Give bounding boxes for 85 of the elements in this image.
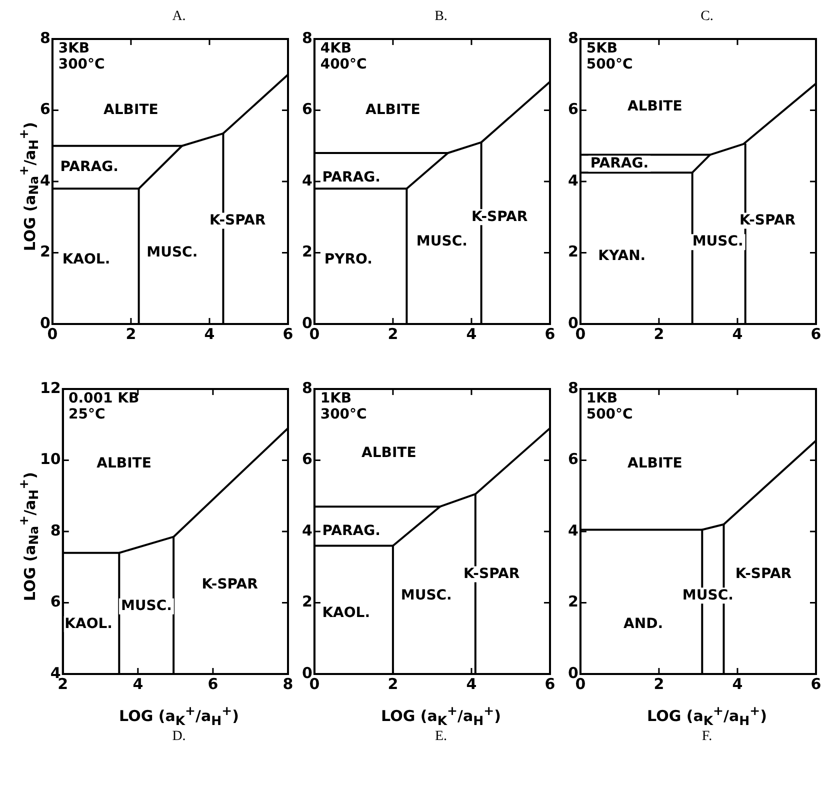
y-tick-label: 2: [40, 242, 50, 261]
y-tick-label: 6: [302, 100, 312, 118]
annotation: PARAG.: [590, 155, 649, 172]
text: D.: [172, 729, 186, 744]
y-tick-label: 10: [40, 450, 61, 468]
annotation: 3KB 300°C: [58, 40, 105, 72]
x-tick-label: 6: [208, 674, 218, 693]
annotation: KAOL.: [64, 616, 113, 632]
y-tick-label: 4: [302, 521, 312, 540]
annotation: K-SPAR: [472, 208, 528, 225]
annotation: K-SPAR: [735, 566, 792, 582]
annotation: 4KB 400°C: [320, 40, 367, 72]
x-tick-label: 4: [732, 674, 743, 693]
y-tick-label: 2: [568, 242, 578, 261]
x-tick-label: 6: [282, 324, 294, 343]
y-tick-label: 4: [568, 521, 578, 540]
annotation: 1KB 500°C: [586, 390, 633, 422]
annotation: MUSC.: [146, 244, 198, 260]
annotation: ALBITE: [628, 98, 682, 114]
annotation: AND.: [624, 616, 664, 632]
x-tick-label: 2: [126, 324, 136, 343]
x-tick-label: 6: [544, 324, 556, 343]
chart-title: B.: [434, 8, 448, 26]
annotation: PARAG.: [322, 523, 380, 540]
y-tick-label: 8: [50, 521, 61, 540]
annotation: KAOL.: [322, 605, 370, 622]
x-axis-title: LOG (a$_{K}$$^{+}$/a$_{H}$$^{+}$): [646, 702, 768, 728]
y-tick-label: 6: [302, 450, 312, 468]
y-tick-label: 12: [40, 378, 61, 397]
x-tick-label: 2: [654, 324, 664, 343]
x-tick-label: 2: [654, 674, 664, 693]
chart-title: C.: [700, 8, 714, 26]
annotation: ALBITE: [628, 455, 682, 472]
y-tick-label: 8: [40, 28, 50, 47]
x-axis-title: LOG (a$_{K}$$^{+}$/a$_{H}$$^{+}$): [118, 702, 240, 728]
y-tick-label: 6: [568, 100, 578, 118]
y-tick-label: 4: [302, 171, 312, 190]
x-tick-label: 2: [388, 674, 398, 693]
annotation: PYRO.: [324, 252, 372, 268]
annotation: KYAN.: [598, 248, 646, 264]
y-tick-label: 2: [302, 242, 312, 261]
y-tick-label: 8: [568, 378, 578, 397]
y-tick-label: 4: [568, 171, 578, 190]
x-tick-label: 6: [810, 674, 822, 693]
text: F.: [702, 729, 712, 744]
x-tick-label: 6: [544, 674, 556, 693]
annotation: K-SPAR: [210, 212, 266, 228]
x-tick-label: 4: [732, 324, 743, 343]
y-tick-label: 8: [568, 28, 578, 47]
y-tick-label: 4: [40, 171, 50, 190]
x-tick-label: 4: [132, 674, 144, 693]
y-tick-label: 6: [50, 592, 61, 611]
annotation: 5KB 500°C: [586, 40, 633, 72]
text: E.: [434, 729, 448, 744]
y-tick-label: 2: [302, 592, 312, 611]
chart-title: A.: [171, 8, 187, 26]
annotation: ALBITE: [362, 444, 416, 461]
annotation: PARAG.: [60, 158, 118, 175]
annotation: K-SPAR: [464, 566, 520, 582]
x-tick-label: 2: [388, 324, 398, 343]
annotation: ALBITE: [96, 455, 152, 472]
y-tick-label: 8: [302, 378, 312, 397]
annotation: MUSC.: [416, 234, 468, 250]
x-axis-title: LOG (a$_{K}$$^{+}$/a$_{H}$$^{+}$): [380, 702, 502, 728]
y-tick-label: 2: [568, 592, 578, 611]
x-tick-label: 4: [204, 324, 215, 343]
annotation: MUSC.: [692, 234, 744, 250]
y-tick-label: 8: [302, 28, 312, 47]
annotation: KAOL.: [62, 252, 110, 268]
annotation: MUSC.: [682, 587, 734, 604]
annotation: ALBITE: [104, 102, 158, 118]
x-tick-label: 8: [282, 674, 294, 693]
annotation: K-SPAR: [202, 576, 258, 593]
annotation: ALBITE: [366, 102, 420, 118]
annotation: MUSC.: [120, 598, 172, 614]
annotation: K-SPAR: [739, 212, 796, 228]
y-tick-label: 6: [40, 100, 50, 118]
x-tick-label: 4: [466, 674, 477, 693]
annotation: PARAG.: [322, 170, 380, 186]
annotation: MUSC.: [400, 587, 452, 604]
x-tick-label: 6: [810, 324, 822, 343]
x-tick-label: 4: [466, 324, 477, 343]
annotation: 0.001 KB 25°C: [68, 390, 140, 422]
annotation: 1KB 300°C: [320, 390, 367, 422]
y-tick-label: 6: [568, 450, 578, 468]
